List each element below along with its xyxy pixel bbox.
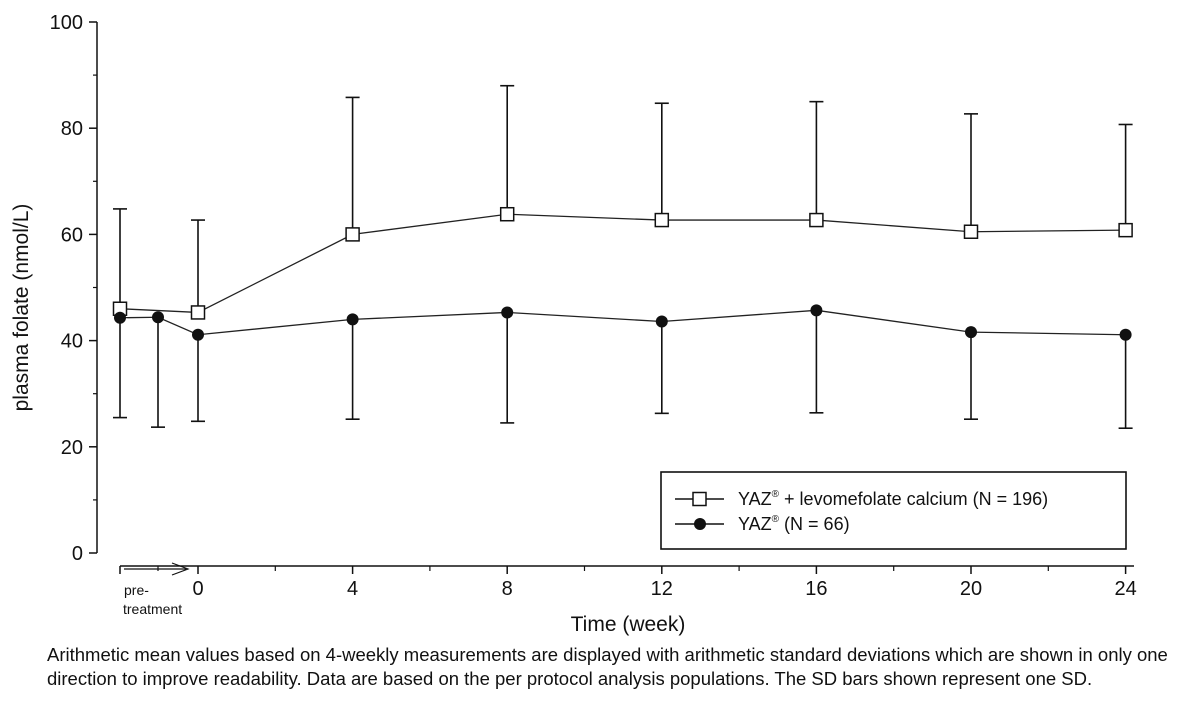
series-line	[119, 213, 1126, 314]
data-point-circle	[655, 315, 668, 328]
chart-marks	[112, 84, 1133, 430]
pretreatment-label: treatment	[123, 601, 182, 617]
pretreatment-arrowhead	[171, 562, 190, 576]
y-axis-title: plasma folate (nmol/L)	[10, 204, 33, 412]
x-tick-label: 0	[192, 578, 203, 600]
data-point-circle	[965, 326, 977, 339]
y-tick-label: 100	[50, 12, 83, 34]
data-point-circle	[192, 328, 204, 341]
axes: 0 20 40 60 80 100 plasma folate (nmol/L) 0 4 8 12 1…	[10, 12, 1137, 636]
legend: YAZ® + levomefolate calcium (N = 196) YAZ…	[660, 471, 1127, 550]
x-axis-title: Time (week)	[571, 613, 686, 636]
data-point-circle	[501, 306, 514, 319]
data-point-square	[190, 305, 206, 320]
data-point-square	[345, 227, 360, 242]
y-tick-label: 60	[61, 224, 83, 246]
x-tick-label: 16	[805, 578, 827, 600]
x-tick-label: 20	[960, 578, 982, 600]
legend-marker-square	[692, 491, 707, 507]
legend-marker-circle	[694, 518, 706, 530]
y-tick-label: 20	[61, 437, 83, 459]
x-tick-label: 12	[651, 578, 673, 600]
x-tick-label: 8	[502, 578, 513, 600]
data-point-square	[499, 206, 515, 222]
x-tick-label: 24	[1114, 578, 1136, 600]
data-point-square	[1118, 222, 1133, 238]
data-point-circle	[346, 313, 359, 326]
data-point-square	[963, 224, 979, 239]
y-tick-label: 40	[61, 331, 83, 353]
pretreatment-label: pre-	[124, 582, 149, 598]
data-point-square	[809, 212, 824, 228]
y-tick-label: 80	[61, 118, 83, 140]
data-point-circle	[810, 304, 823, 317]
data-point-circle	[114, 311, 126, 324]
data-point-circle	[152, 311, 164, 324]
legend-box	[660, 471, 1127, 550]
legend-label: YAZ® + levomefolate calcium (N = 196)	[738, 489, 1048, 509]
legend-label: YAZ® (N = 66)	[738, 514, 850, 534]
x-tick-label: 4	[347, 578, 358, 600]
data-point-circle	[1119, 328, 1132, 341]
data-point-square	[654, 212, 670, 228]
figure-caption: Arithmetic mean values based on 4-weekly…	[47, 644, 1168, 689]
y-tick-label: 0	[72, 543, 83, 565]
plasma-folate-chart: 0 20 40 60 80 100 plasma folate (nmol/L) 0 4 8 12 1…	[10, 12, 1137, 636]
